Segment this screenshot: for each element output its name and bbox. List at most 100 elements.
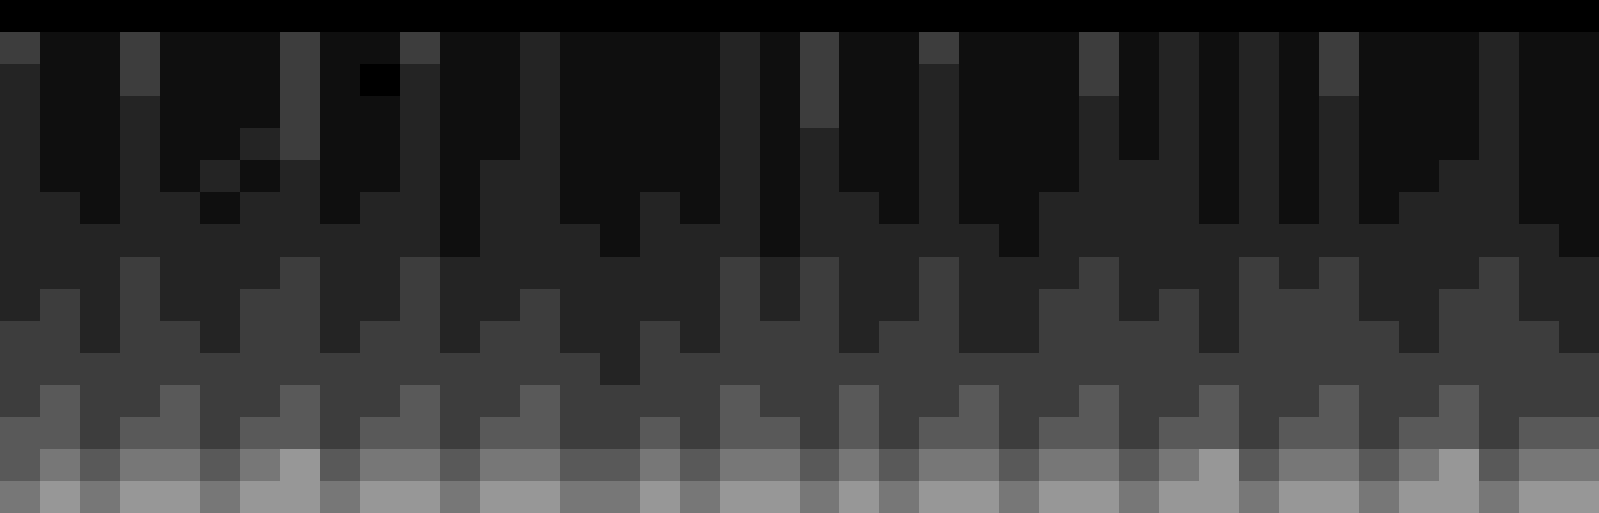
cell [1119,64,1159,96]
cell [1039,32,1079,64]
cell [160,128,200,160]
cell [839,417,879,449]
cells [0,0,1599,513]
cell [80,257,120,289]
cell [999,96,1039,128]
cell [800,449,839,481]
cell [1159,128,1199,160]
cell [1199,160,1239,192]
cell [1479,385,1519,417]
cell [760,96,800,128]
cell [0,0,40,32]
cell [520,385,560,417]
cell [640,224,680,257]
cell [1039,385,1079,417]
cell [839,96,879,128]
cell [1559,257,1599,289]
cell [1079,0,1119,32]
cell [40,385,80,417]
cell [879,192,919,224]
cell [320,321,360,353]
cell [680,289,720,321]
cell [720,192,760,224]
cell [240,417,280,449]
cell [0,289,40,321]
cell [80,385,120,417]
cell [919,0,959,32]
cell [240,64,280,96]
cell [720,289,760,321]
cell [1319,160,1359,192]
cell [1119,385,1159,417]
cell [1359,96,1399,128]
cell [1199,128,1239,160]
cell [40,64,80,96]
cell [520,192,560,224]
cell [40,192,80,224]
cell [919,257,959,289]
cell [1399,128,1439,160]
cell [1479,257,1519,289]
cell [560,321,600,353]
cell [1399,481,1439,513]
cell [959,449,999,481]
cell [40,160,80,192]
cell [1559,160,1599,192]
cell [360,0,400,32]
cell [999,481,1039,513]
cell [1359,321,1399,353]
cell [1279,385,1319,417]
cell [440,353,480,385]
cell [1479,0,1519,32]
cell [1079,289,1119,321]
cell [720,224,760,257]
cell [640,0,680,32]
cell [680,257,720,289]
cell [1159,449,1199,481]
cell [600,321,640,353]
cell [80,128,120,160]
cell [200,96,240,128]
cell [440,160,480,192]
cell [1199,224,1239,257]
cell [1439,96,1479,128]
cell [760,481,800,513]
cell [1319,0,1359,32]
cell [760,321,800,353]
cell [1199,64,1239,96]
cell [760,289,800,321]
cell [999,449,1039,481]
cell [959,224,999,257]
cell [1399,353,1439,385]
cell [600,96,640,128]
cell [400,257,440,289]
cell [879,128,919,160]
cell [80,449,120,481]
cell [120,64,160,96]
cell [1159,0,1199,32]
cell [959,257,999,289]
cell [680,0,720,32]
cell [200,32,240,64]
cell [1039,192,1079,224]
cell [200,481,240,513]
cell [1519,321,1559,353]
cell [1119,160,1159,192]
cell [760,64,800,96]
cell [1479,449,1519,481]
cell [680,160,720,192]
cell [0,481,40,513]
cell [1559,353,1599,385]
cell [1239,128,1279,160]
cell [1519,353,1559,385]
cell [959,321,999,353]
cell [1479,160,1519,192]
cell [520,417,560,449]
cell [1079,449,1119,481]
cell [919,32,959,64]
cell [640,417,680,449]
cell [1239,449,1279,481]
cell [720,257,760,289]
cell [959,32,999,64]
cell [80,32,120,64]
